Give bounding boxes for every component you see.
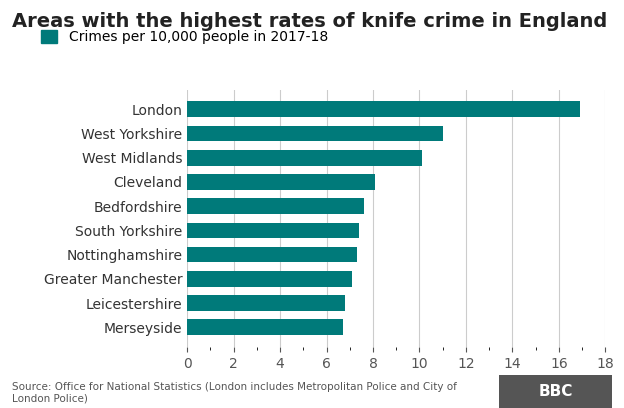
Bar [187, 126, 442, 142]
Text: BBC: BBC [538, 384, 573, 399]
Text: Areas with the highest rates of knife crime in England: Areas with the highest rates of knife cr… [12, 12, 608, 31]
Bar [187, 150, 422, 166]
Bar [187, 247, 357, 262]
Bar [187, 102, 580, 117]
Legend: Crimes per 10,000 people in 2017-18: Crimes per 10,000 people in 2017-18 [36, 25, 333, 50]
Bar [187, 319, 343, 335]
Bar [187, 198, 364, 214]
Text: Source: Office for National Statistics (London includes Metropolitan Police and : Source: Office for National Statistics (… [12, 382, 457, 404]
Bar [187, 295, 345, 311]
Bar [187, 271, 352, 287]
Bar [187, 174, 375, 190]
Bar [187, 222, 359, 238]
